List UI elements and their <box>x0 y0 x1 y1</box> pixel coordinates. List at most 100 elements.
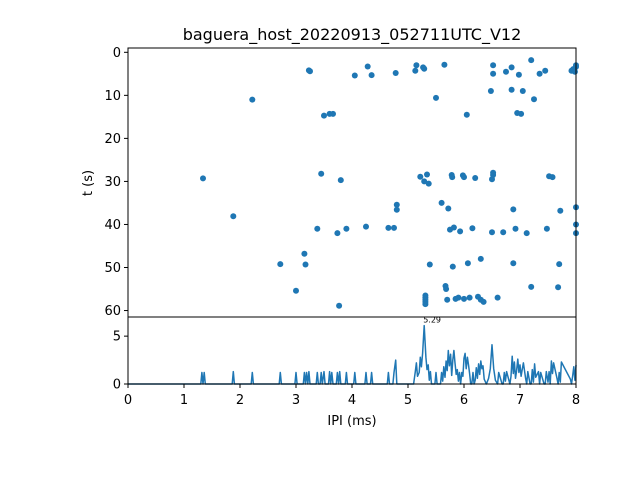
scatter-frame <box>127 47 577 318</box>
x-tick-label: 7 <box>516 393 524 408</box>
data-point <box>318 170 325 177</box>
data-point <box>536 70 543 77</box>
data-point <box>461 174 467 181</box>
data-point <box>450 224 457 231</box>
data-point <box>249 96 256 103</box>
scatter-points <box>200 57 579 309</box>
x-tick-label: 3 <box>292 393 300 408</box>
data-point <box>466 294 473 301</box>
y-tick-label: 10 <box>104 89 121 104</box>
data-point <box>523 230 530 237</box>
data-point <box>444 296 451 303</box>
data-point <box>518 110 525 117</box>
data-point <box>385 224 392 231</box>
data-point <box>413 62 420 69</box>
data-point <box>441 61 448 68</box>
data-point <box>512 225 519 232</box>
data-point <box>500 229 507 236</box>
x-tick-label: 4 <box>348 393 356 408</box>
data-point <box>368 72 375 79</box>
data-point <box>425 180 432 187</box>
data-point <box>421 65 428 72</box>
histogram-line <box>128 324 577 385</box>
histogram-y-axis-ticks: 05 <box>113 330 128 393</box>
data-point <box>542 67 549 74</box>
data-point <box>510 206 517 213</box>
data-point <box>200 175 206 182</box>
data-point <box>477 255 484 262</box>
histogram-y-tick-label: 0 <box>113 378 121 393</box>
data-point <box>515 71 522 78</box>
y-tick-label: 50 <box>104 261 121 276</box>
x-tick-label: 1 <box>180 393 188 408</box>
data-point <box>528 57 535 64</box>
data-point <box>443 286 450 292</box>
histogram-panel: 5.29 05 0 1 2 3 4 5 6 7 8 IPI (ms) <box>113 316 580 429</box>
data-point <box>321 112 327 119</box>
x-tick-label: 8 <box>572 393 580 408</box>
data-point <box>455 294 462 301</box>
data-point <box>503 68 509 75</box>
data-point <box>343 225 350 232</box>
data-point <box>543 225 550 232</box>
data-point <box>494 294 501 301</box>
chart-title: baguera_host_20220913_052711UTC_V12 <box>183 25 522 45</box>
y-axis-ticks: 0 10 20 30 40 50 60 <box>104 46 128 319</box>
data-point <box>469 225 476 232</box>
y-tick-label: 40 <box>104 218 121 233</box>
y-tick-label: 30 <box>104 175 121 190</box>
data-point <box>302 261 309 268</box>
data-point <box>392 70 399 76</box>
data-point <box>445 205 452 212</box>
data-point <box>421 178 428 185</box>
histogram-peak-label: 5.29 <box>423 316 441 325</box>
data-point <box>490 62 497 69</box>
x-axis-ticks: 0 1 2 3 4 5 6 7 8 <box>124 384 580 408</box>
y-tick-label: 60 <box>104 304 121 319</box>
data-point <box>487 88 494 94</box>
data-point <box>422 301 429 308</box>
data-point <box>508 64 515 71</box>
data-point <box>277 261 284 268</box>
data-point <box>330 110 336 117</box>
data-point <box>364 63 371 70</box>
data-point <box>555 284 562 291</box>
data-point <box>463 111 470 118</box>
data-point <box>301 250 308 257</box>
data-point <box>556 261 563 268</box>
data-point <box>424 171 430 178</box>
data-point <box>393 206 400 213</box>
y-tick-label: 20 <box>104 132 121 147</box>
data-point <box>449 263 456 270</box>
data-point <box>363 223 369 230</box>
histogram-frame <box>127 316 577 385</box>
data-point <box>508 86 515 93</box>
scatter-panel: 0 10 20 30 40 50 60 t (s) <box>81 46 579 319</box>
data-point <box>464 260 471 267</box>
y-tick-label: 0 <box>113 46 121 61</box>
data-point <box>438 199 445 206</box>
histogram-y-tick-label: 5 <box>113 330 121 345</box>
data-point <box>531 96 537 103</box>
y-axis-label: t (s) <box>81 170 96 196</box>
data-point <box>417 173 424 180</box>
x-tick-label: 6 <box>460 393 468 408</box>
data-point <box>337 177 344 184</box>
data-point <box>528 283 535 290</box>
data-point <box>433 94 439 101</box>
data-point <box>489 229 495 236</box>
data-point <box>391 224 397 231</box>
data-point <box>393 201 400 208</box>
x-tick-label: 0 <box>124 393 132 408</box>
data-point <box>490 70 497 77</box>
data-point <box>461 295 467 302</box>
data-point <box>412 67 419 74</box>
data-point <box>490 169 497 176</box>
x-tick-label: 2 <box>236 393 244 408</box>
data-point <box>334 230 341 237</box>
data-point <box>293 287 299 294</box>
data-point <box>336 302 343 309</box>
x-axis-label: IPI (ms) <box>327 414 376 429</box>
data-point <box>351 72 358 79</box>
